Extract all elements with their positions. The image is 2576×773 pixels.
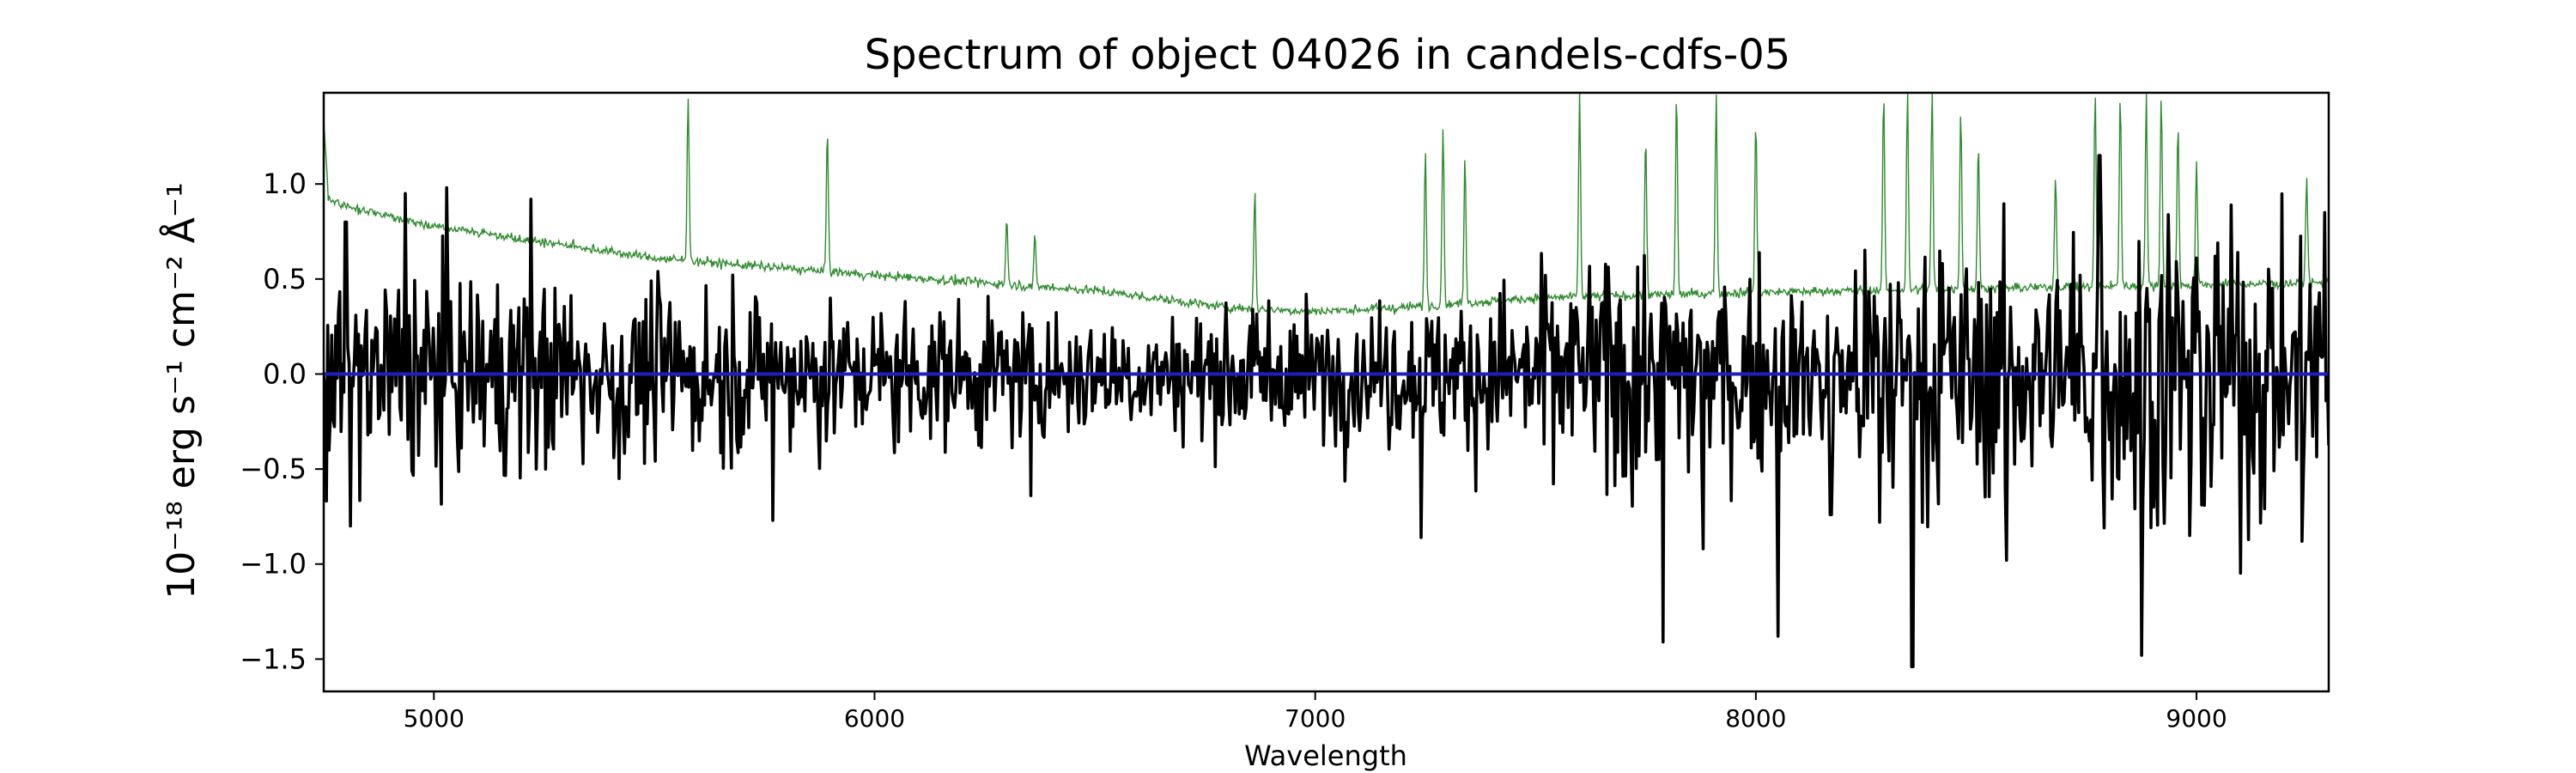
y-tick-label: 0.5 [263,263,307,295]
chart-title: Spectrum of object 04026 in candels-cdfs… [865,31,1791,79]
y-tick-label: −1.0 [240,548,307,581]
y-tick-label: 0.0 [263,357,307,390]
x-tick-label: 6000 [844,704,905,733]
flux-spectrum-line [324,154,2329,668]
x-tick-label: 7000 [1285,704,1346,733]
plot-area [324,93,2329,668]
x-axis-label: Wavelength [1244,740,1407,772]
x-tick-label: 5000 [404,704,465,733]
y-axis-label: 10⁻¹⁸ erg s⁻¹ cm⁻² Å⁻¹ [158,182,204,599]
y-tick-label: −1.5 [240,642,307,675]
y-tick-label: 1.0 [263,167,307,200]
x-tick-label: 9000 [2166,704,2227,733]
plot-frame [322,91,2330,693]
y-tick-label: −0.5 [240,453,307,485]
error-spectrum-line [324,93,2329,317]
axis-ticks: 5000 6000 7000 8000 9000 −1.5 −1.0 −0.5 0.0 0.5 1.… [240,167,2227,733]
x-tick-label: 8000 [1725,704,1786,733]
